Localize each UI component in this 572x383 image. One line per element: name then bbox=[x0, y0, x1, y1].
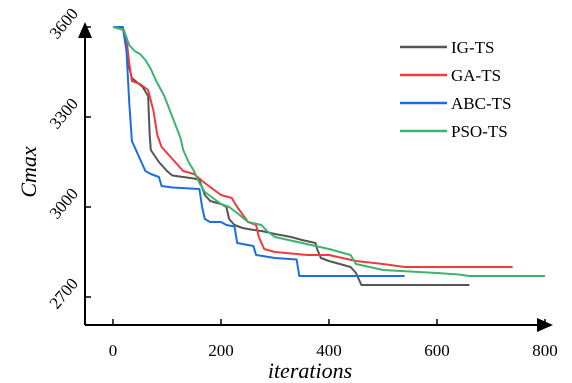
legend-label: ABC-TS bbox=[451, 94, 511, 113]
series-lines bbox=[112, 26, 545, 286]
y-tick-label: 3000 bbox=[46, 184, 82, 222]
legend-label: IG-TS bbox=[451, 38, 494, 57]
y-axis-arrow-icon bbox=[78, 22, 92, 38]
x-tick-label: 600 bbox=[424, 341, 450, 360]
y-tick-label: 2700 bbox=[46, 274, 82, 312]
x-axis-ticks: 0 200 400 600 800 bbox=[109, 319, 558, 360]
x-tick-label: 800 bbox=[532, 341, 558, 360]
x-axis-label: iterations bbox=[268, 358, 352, 383]
x-tick-label: 0 bbox=[109, 341, 118, 360]
legend: IG-TS GA-TS ABC-TS PSO-TS bbox=[400, 38, 511, 141]
legend-label: PSO-TS bbox=[451, 122, 508, 141]
x-tick-label: 400 bbox=[316, 341, 342, 360]
legend-label: GA-TS bbox=[451, 66, 501, 85]
y-tick-label: 3600 bbox=[46, 4, 82, 42]
series-line-ig-ts bbox=[113, 26, 470, 286]
y-axis-label: Cmax bbox=[16, 146, 41, 198]
series-line-ga-ts bbox=[113, 26, 513, 268]
x-tick-label: 200 bbox=[208, 341, 234, 360]
y-tick-label: 3300 bbox=[46, 94, 82, 132]
series-line-abc-ts bbox=[113, 26, 405, 277]
series-line-pso-ts bbox=[112, 26, 545, 277]
